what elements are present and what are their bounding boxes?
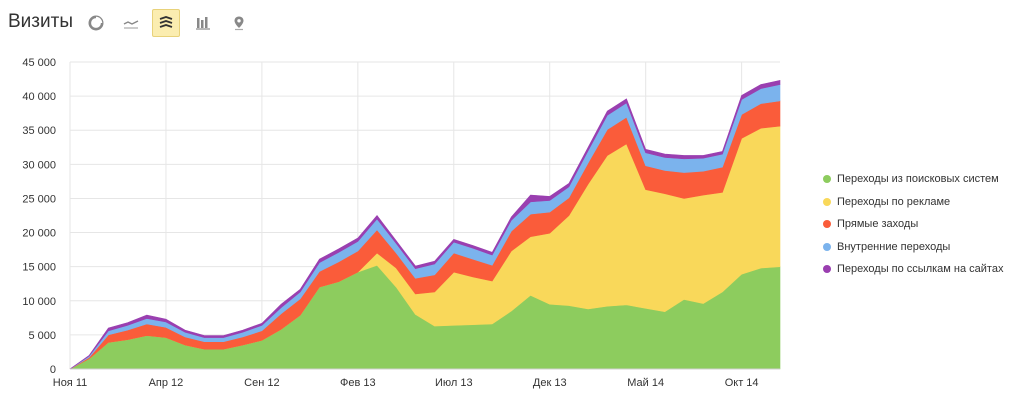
- y-tick-label: 5 000: [28, 330, 56, 342]
- stacked-area-icon: [159, 16, 173, 28]
- x-tick-label: Апр 12: [149, 377, 184, 389]
- line-chart-icon: [123, 20, 139, 29]
- legend-item[interactable]: Прямые заходы: [823, 217, 1003, 240]
- legend-label: Внутренние переходы: [837, 240, 951, 253]
- x-tick-label: Сен 12: [244, 377, 279, 389]
- legend-item[interactable]: Переходы по рекламе: [823, 195, 1003, 218]
- y-tick-label: 25 000: [22, 193, 56, 205]
- y-tick-label: 30 000: [22, 159, 56, 171]
- legend-label: Переходы по ссылкам на сайтах: [837, 263, 1004, 275]
- legend-item[interactable]: Внутренние переходы: [823, 240, 1003, 263]
- y-tick-label: 35 000: [22, 125, 56, 137]
- line-chart-button[interactable]: [117, 9, 145, 37]
- chart-areas: [69, 80, 781, 370]
- map-button[interactable]: [225, 9, 253, 37]
- y-tick-label: 45 000: [22, 57, 56, 69]
- y-tick-label: 40 000: [22, 91, 56, 103]
- legend-dot-icon: [823, 175, 831, 183]
- y-axis: 0 5 000 10 000 15 000 20 000 25 000 30 000 35 0…: [22, 57, 56, 376]
- x-tick-label: Фев 13: [340, 377, 376, 389]
- bar-chart-icon: [196, 17, 210, 30]
- legend-label: Прямые заходы: [837, 218, 919, 230]
- map-pin-icon: [234, 16, 244, 31]
- y-tick-label: 0: [50, 364, 56, 376]
- y-tick-label: 10 000: [22, 296, 56, 308]
- legend-dot-icon: [823, 220, 831, 228]
- x-tick-label: Июл 13: [435, 377, 473, 389]
- x-tick-label: Ноя 11: [53, 377, 88, 389]
- legend-dot-icon: [823, 242, 831, 251]
- legend-dot-icon: [823, 265, 831, 273]
- bar-chart-button[interactable]: [189, 9, 217, 37]
- y-tick-label: 20 000: [22, 228, 56, 240]
- x-tick-label: Дек 13: [533, 377, 567, 389]
- visits-chart: 0 5 000 10 000 15 000 20 000 25 000 30 000 35 0…: [22, 57, 781, 389]
- report-title: Визиты: [8, 11, 73, 32]
- chart-legend: Переходы из поисковых систем Переходы по …: [823, 172, 1003, 285]
- legend-label: Переходы по рекламе: [837, 195, 951, 208]
- legend-label: Переходы из поисковых систем: [837, 173, 999, 185]
- legend-item[interactable]: Переходы по ссылкам на сайтах: [823, 262, 1003, 285]
- report-header: Визиты: [0, 0, 1024, 50]
- stacked-area-button[interactable]: [152, 9, 180, 37]
- series-area-5[interactable]: [69, 80, 781, 370]
- y-tick-label: 15 000: [22, 262, 56, 274]
- pie-chart-button[interactable]: [82, 9, 110, 37]
- pie-chart-icon: [88, 15, 104, 31]
- x-axis: Ноя 11 Апр 12 Сен 12 Фев 13 Июл 13 Дек 13 Май …: [53, 368, 780, 389]
- legend-dot-icon: [823, 197, 831, 206]
- x-tick-label: Окт 14: [725, 377, 759, 389]
- legend-item[interactable]: Переходы из поисковых систем: [823, 172, 1003, 195]
- x-tick-label: Май 14: [627, 377, 664, 389]
